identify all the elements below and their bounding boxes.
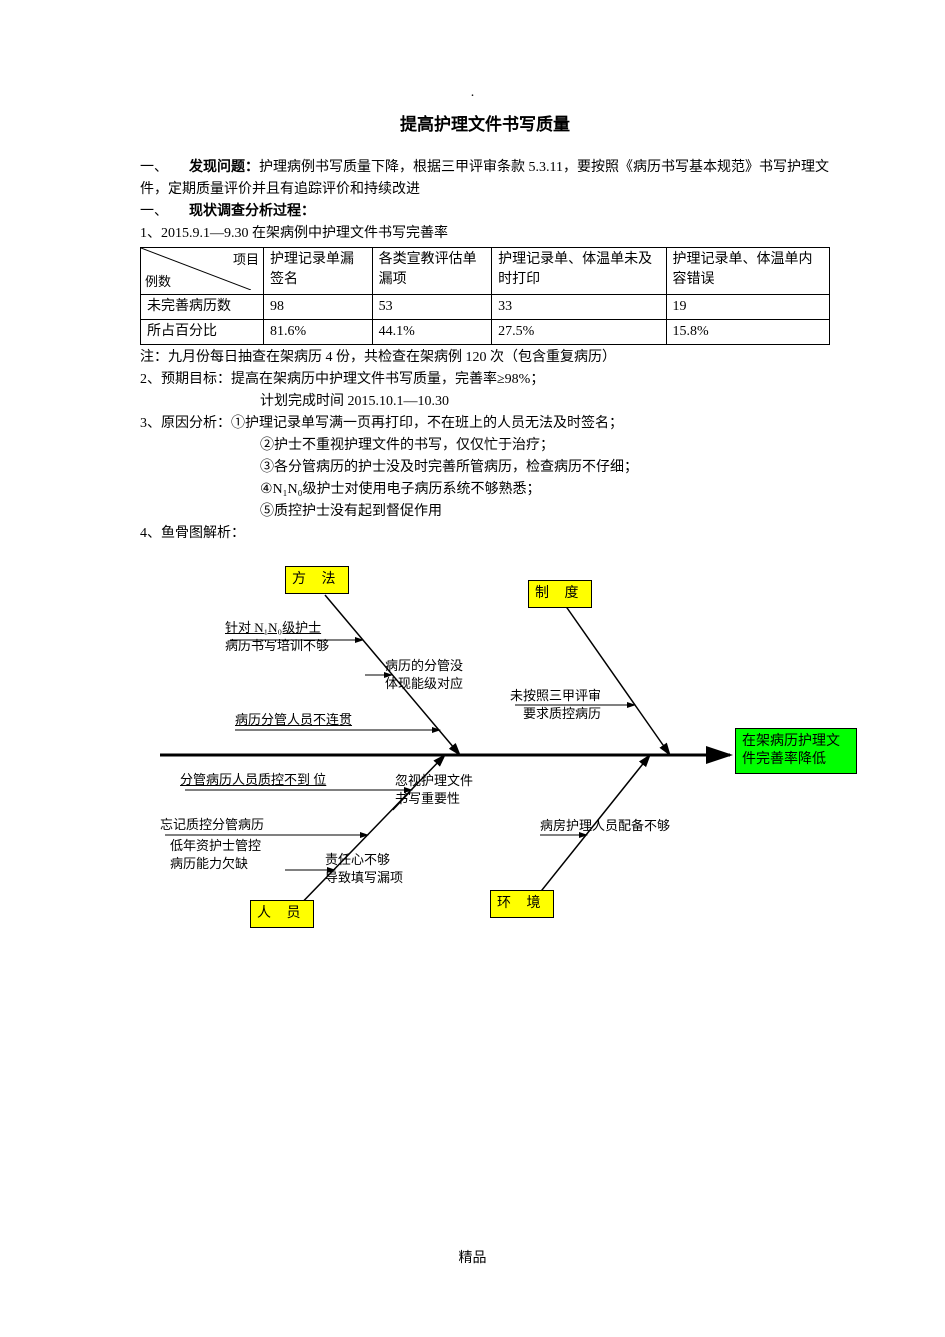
- fish-box-env: 环 境: [490, 890, 554, 918]
- table-row: 未完善病历数 98 53 33 19: [141, 295, 830, 320]
- line-3: 3、原因分析：①护理记录单写满一页再打印，不在班上的人员无法及时签名；: [140, 413, 830, 435]
- line-3-label: 3、原因分析：: [140, 416, 231, 431]
- table-row: 项目 例数 护理记录单漏签名 各类宣教评估单漏项 护理记录单、体温单未及时打印 …: [141, 248, 830, 295]
- cause-2: ②护士不重视护理文件的书写，仅仅忙于治疗；: [260, 435, 830, 457]
- cell: 33: [492, 295, 666, 320]
- cause-4: ④N₁N₀级护士对使用电子病历系统不够熟悉；: [260, 479, 830, 501]
- fish-box-person: 人 员: [250, 900, 314, 928]
- line-2b: 计划完成时间 2015.10.1—10.30: [260, 391, 830, 413]
- cause-1: ①护理记录单写满一页再打印，不在班上的人员无法及时签名；: [231, 416, 623, 431]
- cell: 98: [264, 295, 373, 320]
- diag-bot: 例数: [145, 272, 171, 292]
- fish-text: 忘记质控分管病历: [160, 817, 264, 833]
- line-4: 4、鱼骨图解析：: [140, 523, 830, 545]
- table-note: 注：九月份每日抽查在架病历 4 份，共检查在架病例 120 次（包含重复病历）: [140, 347, 830, 369]
- fish-text: 病历的分管没: [385, 658, 463, 674]
- fish-text: 体现能级对应: [385, 676, 463, 692]
- data-table: 项目 例数 护理记录单漏签名 各类宣教评估单漏项 护理记录单、体温单未及时打印 …: [140, 247, 830, 345]
- cell: 19: [666, 295, 829, 320]
- fishbone-diagram: 方 法 制 度 人 员 环 境 在架病历护理文件完善率降低 针对 N₁N₀级护士…: [130, 560, 850, 940]
- row-label: 未完善病历数: [141, 295, 264, 320]
- fish-text: 责任心不够: [325, 852, 390, 868]
- page-footer: 精品: [0, 1247, 945, 1267]
- fish-text: 针对 N₁N₀级护士: [225, 620, 321, 636]
- line-2a: 2、预期目标：提高在架病历中护理文件书写质量，完善率≥98%；: [140, 369, 830, 391]
- fish-text: 病历书写培训不够: [225, 638, 329, 654]
- section-2: 一、 现状调查分析过程：: [140, 201, 830, 223]
- fish-text: 病房护理人员配备不够: [540, 818, 670, 834]
- cell: 81.6%: [264, 320, 373, 345]
- sec1-label: 一、: [140, 160, 168, 175]
- fish-text: 分管病历人员质控不到 位: [180, 772, 326, 788]
- fish-text: 未按照三甲评审: [510, 688, 601, 704]
- col-header: 护理记录单、体温单内容错误: [666, 248, 829, 295]
- fish-box-method: 方 法: [285, 566, 349, 594]
- diag-top: 项目: [233, 250, 259, 270]
- sec1-head: 发现问题：: [189, 160, 259, 175]
- diag-header-cell: 项目 例数: [141, 248, 264, 295]
- fish-text: 忽视护理文件: [395, 773, 473, 789]
- fish-text: 书写重要性: [395, 791, 460, 807]
- fish-head: 在架病历护理文件完善率降低: [735, 728, 857, 774]
- row-label: 所占百分比: [141, 320, 264, 345]
- col-header: 各类宣教评估单漏项: [372, 248, 492, 295]
- cell: 15.8%: [666, 320, 829, 345]
- page: 提高护理文件书写质量 一、 发现问题：护理病例书写质量下降，根据三甲评审条款 5…: [0, 0, 945, 940]
- fish-text: 病历能力欠缺: [170, 856, 248, 872]
- col-header: 护理记录单、体温单未及时打印: [492, 248, 666, 295]
- fish-text: 要求质控病历: [523, 706, 601, 722]
- cell: 27.5%: [492, 320, 666, 345]
- cell: 53: [372, 295, 492, 320]
- col-header: 护理记录单漏签名: [264, 248, 373, 295]
- cause-3: ③各分管病历的护士没及时完善所管病历，检查病历不仔细；: [260, 457, 830, 479]
- sec2-head: 现状调查分析过程：: [189, 204, 315, 219]
- sec2-label: 一、: [140, 204, 168, 219]
- cell: 44.1%: [372, 320, 492, 345]
- fish-text: 低年资护士管控: [170, 838, 261, 854]
- fish-text: 病历分管人员不连贯: [235, 712, 352, 728]
- section-1: 一、 发现问题：护理病例书写质量下降，根据三甲评审条款 5.3.11，要按照《病…: [140, 157, 830, 201]
- fish-text: 导致填写漏项: [325, 870, 403, 886]
- fish-box-system: 制 度: [528, 580, 592, 608]
- cause-5: ⑤质控护士没有起到督促作用: [260, 501, 830, 523]
- table-row: 所占百分比 81.6% 44.1% 27.5% 15.8%: [141, 320, 830, 345]
- line-1: 1、2015.9.1—9.30 在架病例中护理文件书写完善率: [140, 223, 830, 245]
- page-title: 提高护理文件书写质量: [140, 110, 830, 135]
